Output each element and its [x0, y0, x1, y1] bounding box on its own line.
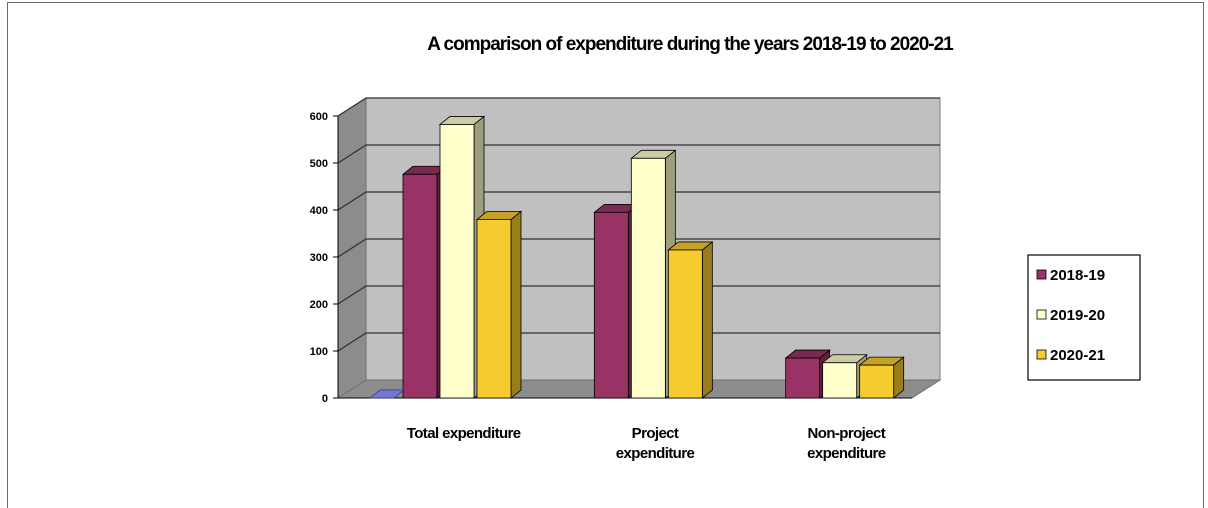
- legend-label: 2020-21: [1050, 347, 1105, 364]
- bars: [368, 115, 905, 399]
- legend-swatch: [1036, 309, 1047, 320]
- bar-front: [439, 124, 475, 399]
- y-tick-label: 0: [322, 393, 328, 405]
- y-tick-label: 200: [310, 299, 328, 311]
- legend: 2018-19 2019-20 2020-21: [1027, 254, 1141, 381]
- bar: [858, 356, 905, 399]
- legend-label: 2019-20: [1050, 307, 1105, 324]
- legend-swatch: [1036, 349, 1047, 360]
- bar-front: [476, 218, 512, 399]
- chart-title: A comparison of expenditure during the y…: [427, 34, 954, 55]
- gridline: [337, 97, 940, 117]
- x-category-label: expenditure: [807, 445, 886, 462]
- bar-side: [510, 210, 522, 399]
- y-tick-label: 500: [310, 158, 328, 170]
- legend-box: [1027, 254, 1141, 381]
- x-category-label: Project: [632, 425, 679, 442]
- bar: [667, 241, 714, 399]
- x-axis-labels: Total expenditure Project expenditure Non-p…: [407, 425, 887, 462]
- bar: [475, 210, 523, 399]
- gridline: [337, 285, 940, 305]
- legend-label: 2018-19: [1050, 267, 1105, 284]
- gridline: [337, 238, 940, 258]
- bar: [438, 115, 486, 399]
- y-tick-label: 600: [310, 111, 328, 123]
- x-category-label: expenditure: [616, 445, 695, 462]
- y-tick-label: 100: [310, 346, 328, 358]
- x-category-label: Total expenditure: [407, 425, 521, 442]
- bar-front: [593, 211, 629, 399]
- x-category-label: Non-project: [808, 425, 886, 442]
- bar-front: [785, 357, 821, 399]
- bar-side: [701, 241, 713, 399]
- gridline: [337, 191, 940, 211]
- bar-front: [402, 173, 438, 399]
- bar: [630, 149, 677, 399]
- legend-swatch: [1036, 269, 1047, 280]
- zero-bar-stub: [368, 389, 406, 399]
- gridline: [337, 332, 940, 352]
- bar-front: [822, 362, 858, 399]
- gridline: [337, 144, 940, 164]
- y-tick-label: 400: [310, 205, 328, 217]
- gridlines: [337, 97, 940, 352]
- bar-front: [630, 157, 666, 399]
- y-tick-label: 300: [310, 252, 328, 264]
- bar-front: [859, 364, 895, 399]
- bar-front: [667, 249, 703, 399]
